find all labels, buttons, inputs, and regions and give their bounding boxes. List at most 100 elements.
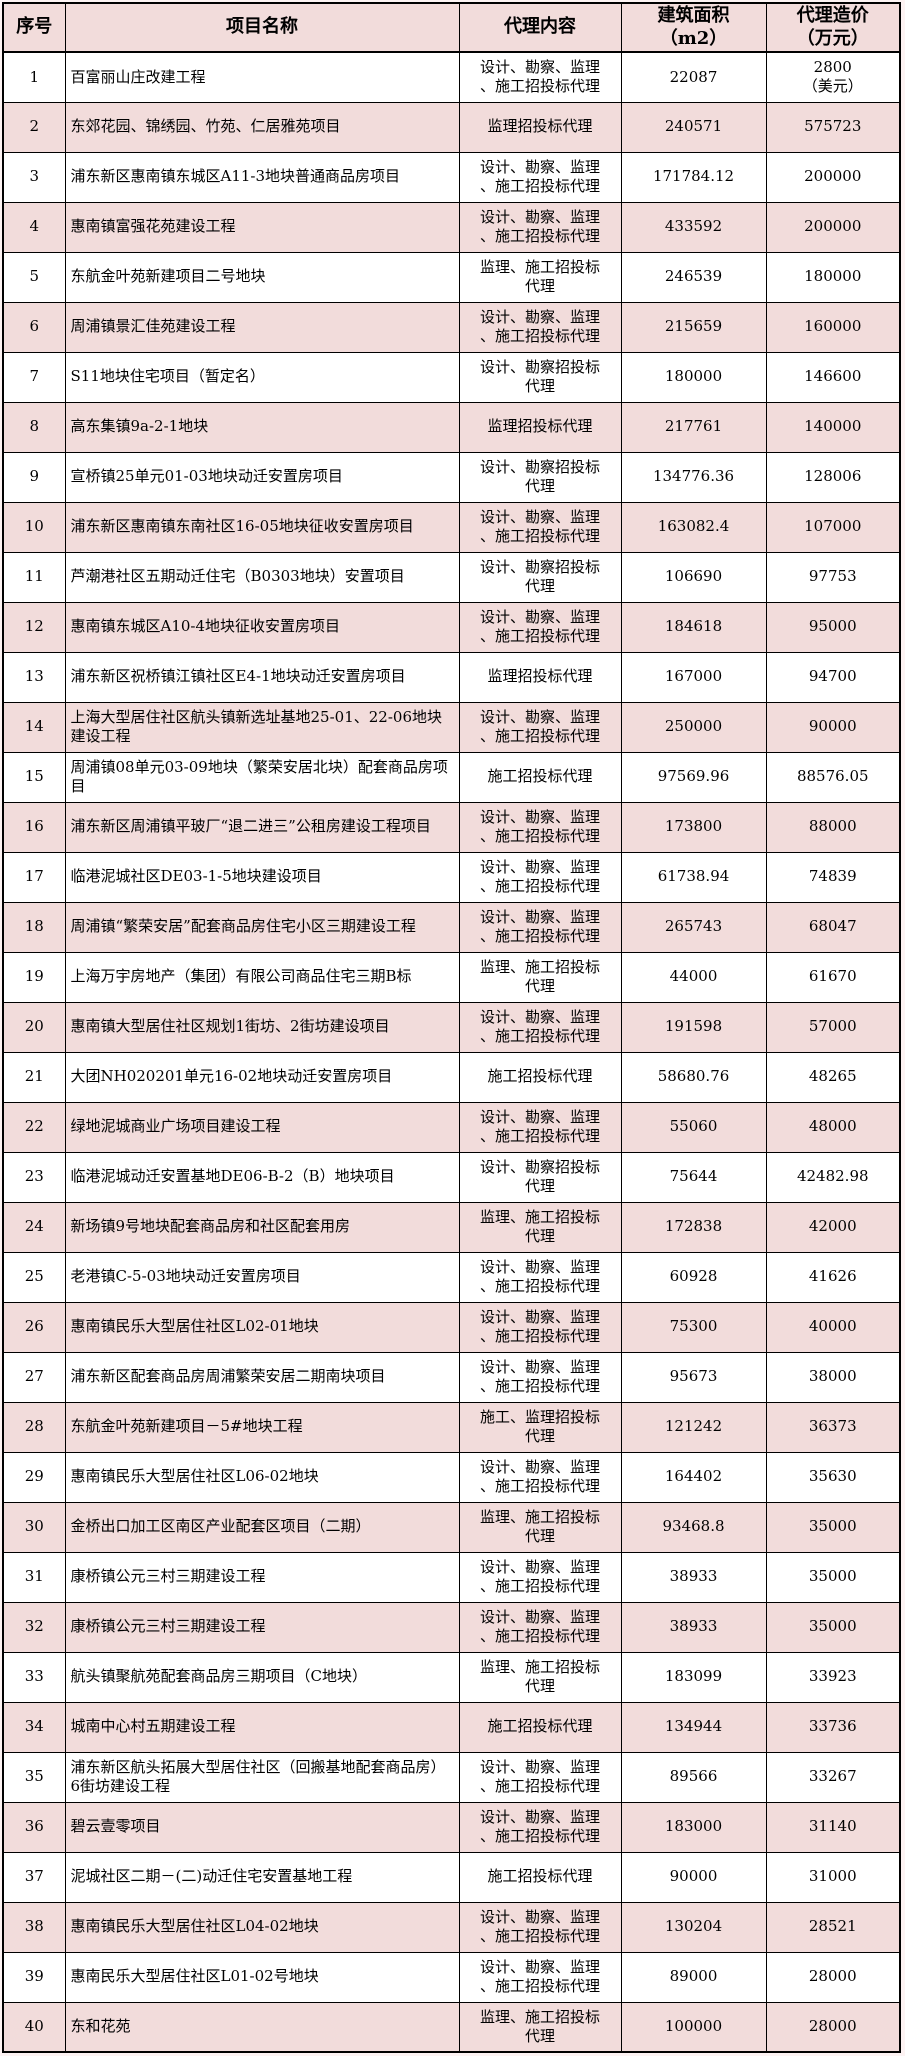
cell-agency-cost: 35630 [765,1451,901,1503]
table-row: 10 浦东新区惠南镇东南社区16-05地块征收安置房项目 设计、勘察、监理 、施工招… [2,501,901,553]
cell-building-area: 433592 [620,201,767,253]
cell-project-name: 惠南民乐大型居住社区L01-02号地块 [64,1951,460,2003]
cell-project-name: 金桥出口加工区南区产业配套区项目（二期） [64,1501,460,1553]
cell-agency-cost: 35000 [765,1601,901,1653]
cell-agency-content: 设计、勘察、监理 、施工招投标代理 [458,1551,622,1603]
cell-agency-content: 监理招投标代理 [458,101,622,153]
cell-agency-cost: 94700 [765,651,901,703]
cell-building-area: 183099 [620,1651,767,1703]
table-row: 13 浦东新区祝桥镇江镇社区E4-1地块动迁安置房项目 监理招投标代理 167000 9… [2,651,901,703]
cell-project-name: 航头镇聚航苑配套商品房三期项目（C地块） [64,1651,460,1703]
table-row: 5 东航金叶苑新建项目二号地块 监理、施工招投标 代理 246539 180000 [2,251,901,303]
table-row: 26 惠南镇民乐大型居住社区L02-01地块 设计、勘察、监理 、施工招投标代理 75… [2,1301,901,1353]
cell-building-area: 106690 [620,551,767,603]
cell-serial-number: 9 [2,451,66,503]
cell-building-area: 173800 [620,801,767,853]
cell-agency-content: 监理招投标代理 [458,401,622,453]
cell-serial-number: 21 [2,1051,66,1103]
cell-serial-number: 26 [2,1301,66,1353]
cell-serial-number: 2 [2,101,66,153]
cell-agency-content: 设计、勘察招投标 代理 [458,451,622,503]
cell-project-name: 惠南镇富强花苑建设工程 [64,201,460,253]
table-row: 1 百富丽山庄改建工程 设计、勘察、监理 、施工招投标代理 22087 2800 （美元… [2,51,901,103]
cell-project-name: 浦东新区惠南镇东城区A11-3地块普通商品房项目 [64,151,460,203]
cell-project-name: 宣桥镇25单元01-03地块动迁安置房项目 [64,451,460,503]
cell-agency-cost: 38000 [765,1351,901,1403]
cell-serial-number: 33 [2,1651,66,1703]
cell-agency-cost: 74839 [765,851,901,903]
table-row: 24 新场镇9号地块配套商品房和社区配套用房 监理、施工招投标 代理 172838 42… [2,1201,901,1253]
header-row: 序号 项目名称 代理内容 建筑面积 （m2） 代理造价 （万元） [2,2,901,53]
table-row: 7 S11地块住宅项目（暂定名） 设计、勘察招投标 代理 180000 146600 [2,351,901,403]
cell-agency-cost: 88576.05 [765,751,901,803]
cell-agency-cost: 140000 [765,401,901,453]
cell-agency-cost: 33736 [765,1701,901,1753]
table-row: 8 高东集镇9a-2-1地块 监理招投标代理 217761 140000 [2,401,901,453]
cell-building-area: 44000 [620,951,767,1003]
cell-project-name: 惠南镇民乐大型居住社区L02-01地块 [64,1301,460,1353]
cell-agency-cost: 33267 [765,1751,901,1803]
table-row: 29 惠南镇民乐大型居住社区L06-02地块 设计、勘察、监理 、施工招投标代理 16… [2,1451,901,1503]
cell-serial-number: 24 [2,1201,66,1253]
cell-agency-content: 监理、施工招投标 代理 [458,1651,622,1703]
cell-project-name: 百富丽山庄改建工程 [64,51,460,103]
cell-agency-content: 设计、勘察、监理 、施工招投标代理 [458,1601,622,1653]
cell-serial-number: 28 [2,1401,66,1453]
cell-agency-cost: 200000 [765,201,901,253]
cell-agency-content: 设计、勘察、监理 、施工招投标代理 [458,151,622,203]
cell-serial-number: 32 [2,1601,66,1653]
cell-project-name: 高东集镇9a-2-1地块 [64,401,460,453]
cell-agency-content: 设计、勘察招投标 代理 [458,1151,622,1203]
table-row: 25 老港镇C-5-03地块动迁安置房项目 设计、勘察、监理 、施工招投标代理 609… [2,1251,901,1303]
cell-agency-cost: 41626 [765,1251,901,1303]
cell-project-name: 东和花苑 [64,2001,460,2053]
cell-agency-cost: 42000 [765,1201,901,1253]
cell-building-area: 61738.94 [620,851,767,903]
cell-agency-cost: 90000 [765,701,901,753]
table-row: 36 碧云壹零项目 设计、勘察、监理 、施工招投标代理 183000 31140 [2,1801,901,1853]
table-row: 4 惠南镇富强花苑建设工程 设计、勘察、监理 、施工招投标代理 433592 20000… [2,201,901,253]
cell-project-name: 绿地泥城商业广场项目建设工程 [64,1101,460,1153]
cell-serial-number: 18 [2,901,66,953]
header-agency-cost: 代理造价 （万元） [765,2,901,53]
cell-building-area: 215659 [620,301,767,353]
cell-serial-number: 30 [2,1501,66,1553]
cell-building-area: 240571 [620,101,767,153]
cell-agency-cost: 95000 [765,601,901,653]
cell-serial-number: 14 [2,701,66,753]
cell-agency-cost: 35000 [765,1551,901,1603]
cell-serial-number: 36 [2,1801,66,1853]
cell-project-name: 碧云壹零项目 [64,1801,460,1853]
cell-serial-number: 23 [2,1151,66,1203]
table-row: 12 惠南镇东城区A10-4地块征收安置房项目 设计、勘察、监理 、施工招投标代理 1… [2,601,901,653]
cell-agency-content: 施工招投标代理 [458,1701,622,1753]
cell-agency-cost: 200000 [765,151,901,203]
cell-agency-content: 设计、勘察、监理 、施工招投标代理 [458,901,622,953]
cell-agency-content: 设计、勘察、监理 、施工招投标代理 [458,201,622,253]
cell-project-name: 老港镇C-5-03地块动迁安置房项目 [64,1251,460,1303]
cell-project-name: 浦东新区配套商品房周浦繁荣安居二期南块项目 [64,1351,460,1403]
cell-serial-number: 11 [2,551,66,603]
cell-agency-cost: 31140 [765,1801,901,1853]
cell-building-area: 130204 [620,1901,767,1953]
cell-building-area: 89000 [620,1951,767,2003]
cell-building-area: 90000 [620,1851,767,1903]
cell-project-name: 浦东新区祝桥镇江镇社区E4-1地块动迁安置房项目 [64,651,460,703]
table-row: 32 康桥镇公元三村三期建设工程 设计、勘察、监理 、施工招投标代理 38933 350… [2,1601,901,1653]
cell-project-name: 泥城社区二期－(二)动迁住宅安置基地工程 [64,1851,460,1903]
cell-serial-number: 38 [2,1901,66,1953]
table-body: 1 百富丽山庄改建工程 设计、勘察、监理 、施工招投标代理 22087 2800 （美元… [2,51,901,2053]
cell-project-name: 城南中心村五期建设工程 [64,1701,460,1753]
cell-project-name: 东航金叶苑新建项目二号地块 [64,251,460,303]
table-row: 14 上海大型居住社区航头镇新选址基地25-01、22-06地块建设工程 设计、勘察… [2,701,901,753]
table-row: 11 芦潮港社区五期动迁住宅（B0303地块）安置项目 设计、勘察招投标 代理 106… [2,551,901,603]
cell-agency-content: 设计、勘察、监理 、施工招投标代理 [458,301,622,353]
table-row: 21 大团NH020201单元16-02地块动迁安置房项目 施工招投标代理 58680… [2,1051,901,1103]
cell-agency-cost: 48000 [765,1101,901,1153]
header-building-area: 建筑面积 （m2） [620,2,767,53]
cell-building-area: 89566 [620,1751,767,1803]
cell-project-name: 周浦镇08单元03-09地块（繁荣安居北块）配套商品房项目 [64,751,460,803]
cell-building-area: 58680.76 [620,1051,767,1103]
table-row: 35 浦东新区航头拓展大型居住社区（回搬基地配套商品房）6街坊建设工程 设计、勘察、… [2,1751,901,1803]
